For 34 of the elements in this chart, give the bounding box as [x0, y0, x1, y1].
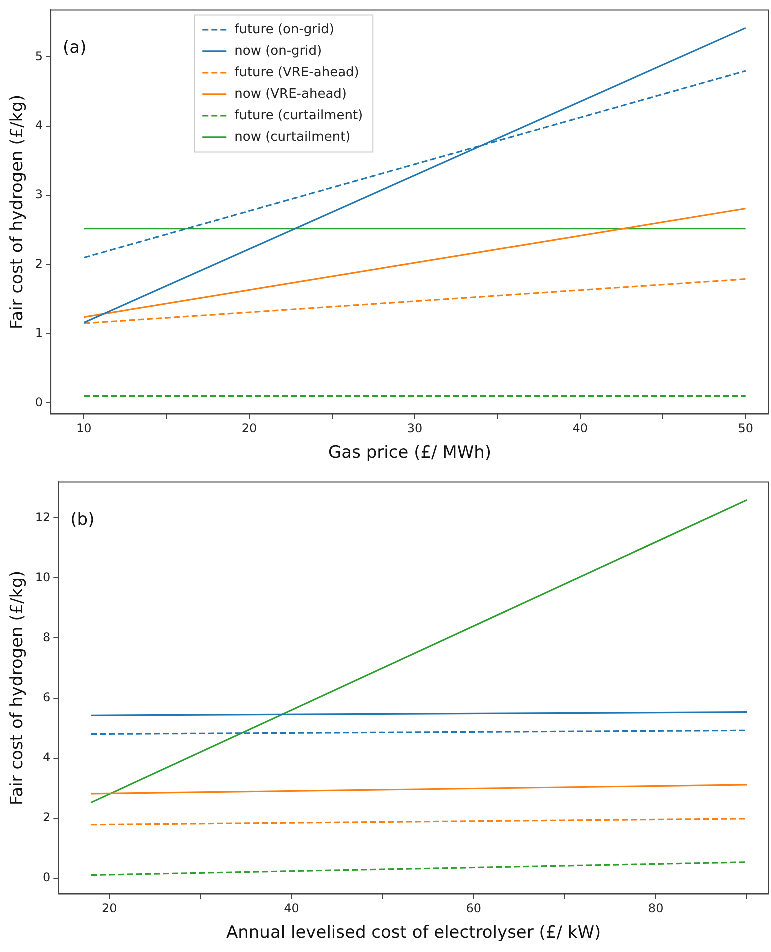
- y-tick-label: 2: [35, 256, 44, 271]
- y-tick-label: 8: [43, 630, 51, 644]
- y-tick-label: 4: [43, 750, 51, 764]
- y-axis-title: Fair cost of hydrogen (£/kg): [8, 570, 28, 806]
- y-tick-label: 6: [43, 690, 51, 704]
- x-tick-label: 50: [738, 422, 754, 436]
- legend-label: now (curtailment): [234, 130, 351, 145]
- x-tick-label: 10: [76, 422, 92, 436]
- x-tick-label: 80: [648, 902, 664, 916]
- x-axis-title: Gas price (£/ MWh): [328, 443, 492, 464]
- y-tick-label: 0: [43, 870, 51, 884]
- x-tick-label: 20: [242, 422, 258, 436]
- y-axis-title: Fair cost of hydrogen (£/kg): [8, 94, 28, 330]
- y-tick-label: 12: [35, 510, 51, 524]
- y-tick-label: 2: [43, 810, 51, 824]
- y-tick-label: 1: [35, 326, 44, 340]
- x-tick-label: 40: [284, 902, 300, 916]
- y-tick-label: 5: [35, 49, 44, 64]
- annotation: (b): [70, 510, 95, 530]
- x-tick-label: 30: [407, 422, 423, 436]
- y-tick-label: 3: [35, 188, 44, 202]
- x-axis-title: Annual levelised cost of electrolyser (£/ kW): [226, 923, 602, 944]
- y-tick-label: 10: [35, 570, 51, 584]
- legend-label: now (on-grid): [234, 44, 322, 59]
- x-tick-label: 40: [572, 422, 588, 436]
- legend-label: future (VRE-ahead): [234, 65, 360, 80]
- y-tick-label: 0: [35, 395, 44, 410]
- annotation: (a): [63, 38, 87, 58]
- legend-label: future (on-grid): [234, 22, 334, 38]
- y-tick-label: 4: [35, 118, 44, 133]
- legend-label: future (curtailment): [234, 108, 364, 124]
- legend-label: now (VRE-ahead): [234, 86, 347, 102]
- x-tick-label: 20: [102, 902, 118, 916]
- x-tick-label: 60: [466, 902, 482, 916]
